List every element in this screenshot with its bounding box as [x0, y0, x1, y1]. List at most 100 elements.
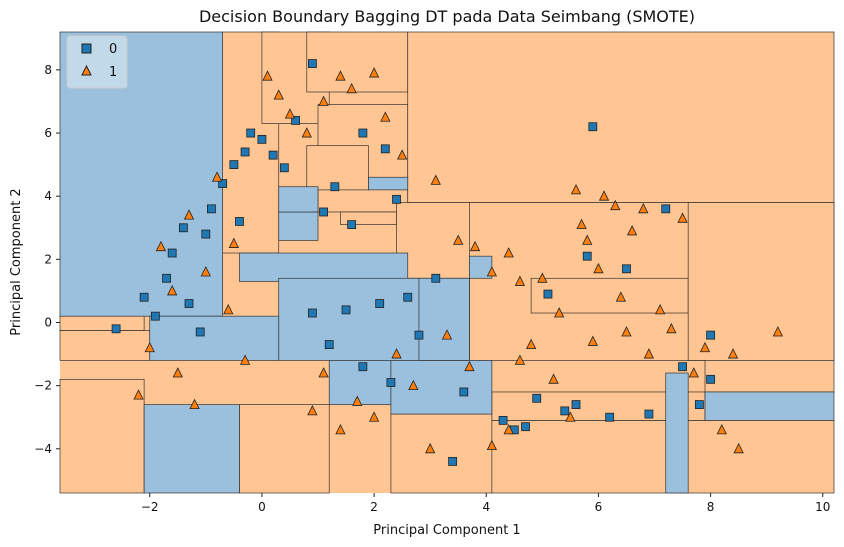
legend-marker-class-1 — [81, 64, 92, 76]
legend-label-class-1: 1 — [109, 65, 117, 80]
point-class-1 — [430, 174, 441, 185]
point-class-1 — [638, 202, 649, 214]
y-tick-label: 6 — [44, 126, 52, 140]
point-class-1 — [654, 303, 666, 315]
decision-region-class-0 — [59, 31, 224, 317]
legend: 0 1 — [66, 35, 128, 89]
plot-area — [59, 31, 835, 494]
point-class-0 — [291, 116, 300, 125]
data-points — [111, 59, 784, 466]
point-class-1 — [598, 190, 610, 201]
point-class-1 — [464, 360, 475, 372]
point-class-1 — [688, 367, 699, 378]
decision-region-class-0 — [149, 315, 280, 361]
point-class-1 — [335, 423, 346, 435]
decision-region-class-1 — [704, 360, 835, 393]
point-class-0 — [543, 289, 553, 299]
point-class-1 — [273, 89, 284, 100]
point-class-1 — [352, 395, 363, 406]
point-class-1 — [593, 262, 604, 274]
point-class-1 — [284, 108, 296, 119]
point-class-0 — [330, 182, 340, 192]
point-class-0 — [184, 299, 194, 308]
point-class-0 — [380, 144, 390, 154]
y-tick-label: 0 — [44, 315, 52, 329]
legend-marker-class-0 — [81, 43, 92, 54]
point-class-1 — [537, 272, 548, 283]
point-class-0 — [139, 292, 149, 302]
decision-region-class-1 — [306, 31, 409, 93]
point-class-0 — [111, 324, 121, 334]
point-class-1 — [223, 303, 234, 315]
point-class-0 — [588, 122, 598, 132]
point-class-0 — [678, 362, 687, 372]
point-class-0 — [706, 330, 716, 340]
x-axis-label: Principal Component 1 — [373, 523, 520, 538]
point-class-1 — [554, 307, 565, 318]
y-tick-label: 2 — [44, 252, 52, 266]
point-class-1 — [621, 326, 632, 337]
x-tick-label: 4 — [482, 500, 490, 514]
point-class-0 — [375, 299, 385, 308]
point-class-1 — [453, 234, 464, 245]
point-class-1 — [133, 389, 144, 400]
point-class-1 — [666, 322, 677, 334]
point-class-1 — [172, 367, 183, 378]
point-class-1 — [565, 411, 576, 422]
point-class-0 — [560, 406, 570, 416]
point-class-1 — [733, 442, 744, 454]
point-class-1 — [486, 266, 498, 277]
decision-region-class-1 — [59, 315, 145, 331]
point-class-1 — [425, 442, 436, 454]
point-class-0 — [235, 217, 244, 226]
decision-region-class-1 — [407, 31, 835, 203]
point-class-1 — [626, 225, 638, 236]
decision-region-class-1 — [491, 420, 835, 494]
point-class-0 — [694, 400, 704, 409]
point-class-0 — [403, 292, 413, 302]
point-class-0 — [246, 128, 256, 138]
point-class-1 — [307, 405, 318, 416]
point-class-1 — [318, 367, 329, 378]
x-tick-label: 6 — [595, 500, 603, 514]
point-class-0 — [307, 59, 317, 68]
point-class-1 — [144, 341, 155, 353]
point-class-1 — [380, 111, 391, 122]
x-tick-label: 0 — [258, 500, 266, 514]
point-class-1 — [587, 335, 598, 346]
y-tick-label: 8 — [44, 63, 52, 77]
point-class-1 — [183, 209, 195, 220]
point-class-0 — [167, 248, 177, 258]
point-class-1 — [200, 266, 211, 277]
y-axis-label: Principal Component 2 — [9, 188, 24, 335]
point-class-1 — [441, 329, 453, 340]
point-class-1 — [391, 348, 402, 359]
point-class-0 — [341, 305, 351, 315]
point-class-1 — [189, 398, 200, 409]
decision-region-class-1 — [530, 277, 689, 314]
decision-region-class-0 — [704, 391, 835, 421]
decision-region-class-0 — [390, 360, 493, 415]
legend-box — [66, 35, 128, 89]
point-class-0 — [201, 229, 211, 239]
y-tick-label: −4 — [34, 442, 52, 456]
y-tick-label: −2 — [34, 379, 52, 393]
point-class-1 — [582, 234, 593, 245]
point-class-0 — [319, 207, 329, 217]
point-class-1 — [615, 291, 627, 302]
point-class-0 — [644, 409, 654, 419]
point-class-1 — [525, 338, 537, 349]
point-class-0 — [605, 412, 615, 422]
point-class-1 — [514, 275, 526, 286]
point-class-1 — [503, 423, 514, 435]
decision-region-class-0 — [239, 252, 409, 282]
point-class-0 — [162, 273, 171, 283]
point-class-0 — [661, 204, 671, 214]
point-class-0 — [622, 264, 631, 274]
point-class-1 — [486, 439, 498, 451]
x-tick-label: −2 — [141, 500, 159, 514]
point-class-0 — [324, 340, 334, 349]
point-class-1 — [548, 373, 559, 384]
point-class-0 — [240, 147, 250, 157]
